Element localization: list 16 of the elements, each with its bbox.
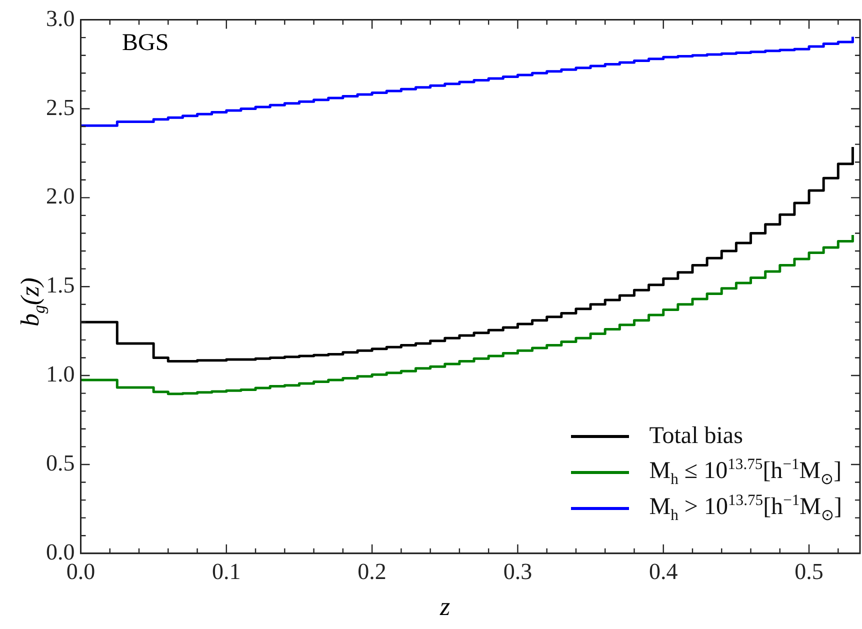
x-tick-label: 0.5: [794, 559, 824, 584]
y-tick-label: 1.0: [46, 362, 75, 387]
text: M$_{h}$ ≤ 10$^{13.75}$[h$^{−1}$M$_{⊙}$]: [649, 456, 842, 488]
legend-label: Total bias: [649, 422, 743, 450]
x-tick-label: 0.1: [212, 559, 241, 584]
text: M$_{h}$ > 10$^{13.75}$[h$^{−1}$M$_{⊙}$]: [649, 492, 842, 524]
y-tick-label: 2.5: [46, 94, 75, 120]
annotation: BGS: [122, 30, 169, 57]
x-axis-title: z: [440, 592, 450, 622]
x-tick-label: 0.2: [358, 559, 386, 584]
x-tick-label: 0.4: [648, 559, 678, 584]
y-tick-label: 0.5: [46, 450, 75, 476]
y-tick-label: 3.0: [46, 6, 75, 31]
y-tick-label: 2.0: [46, 184, 75, 209]
y-tick-label: 1.5: [46, 272, 75, 298]
x-tick-label: 0.3: [503, 559, 532, 584]
